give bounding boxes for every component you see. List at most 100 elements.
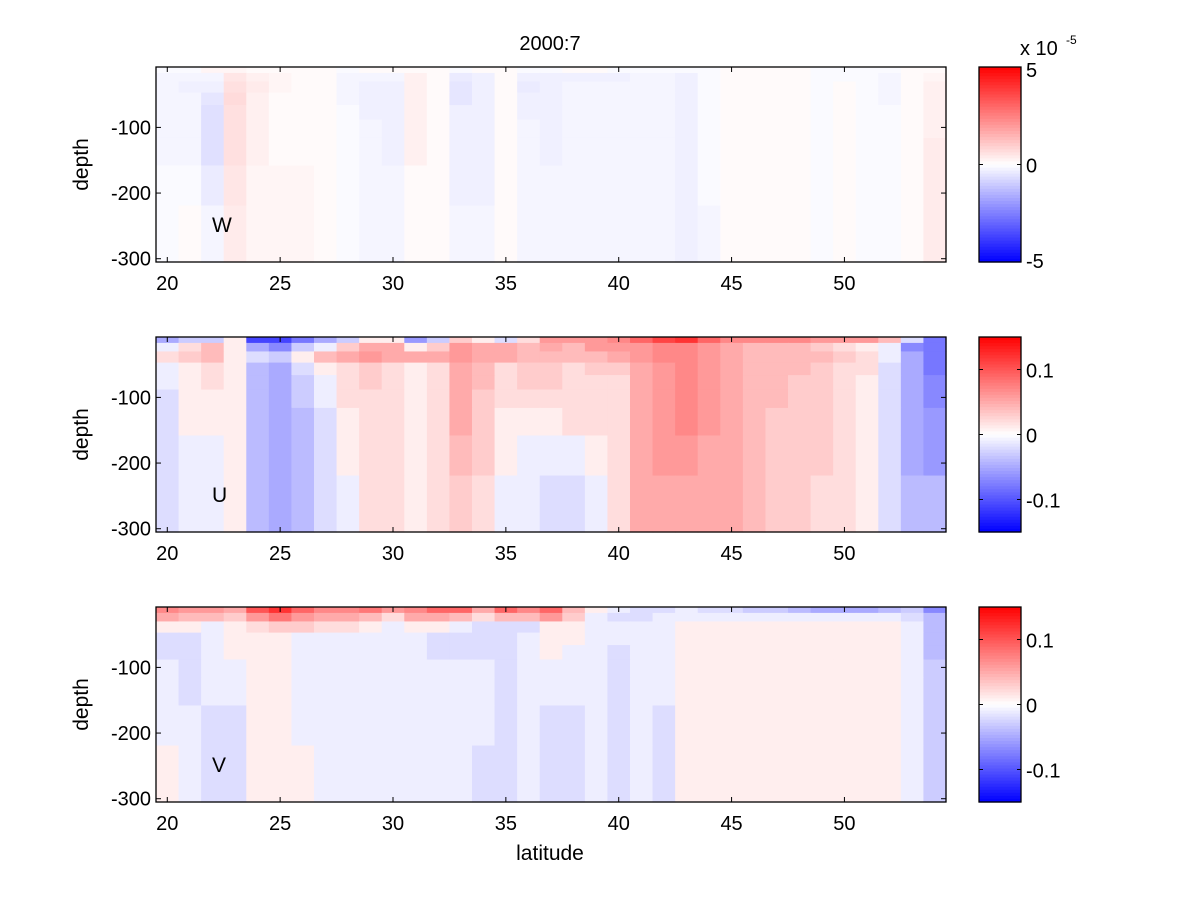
heatmap-cell	[314, 612, 338, 623]
heatmap-cell	[156, 612, 180, 623]
heatmap-cell	[359, 705, 383, 747]
colorbar-swatch	[979, 680, 1021, 684]
heatmap-cell	[923, 342, 947, 353]
heatmap-cell	[201, 67, 225, 74]
heatmap-cell	[517, 165, 541, 207]
heatmap-cell	[472, 621, 496, 634]
heatmap-cell	[291, 407, 315, 437]
colorbar-swatch	[979, 146, 1021, 150]
heatmap-cell	[517, 119, 541, 139]
colorbar-swatch	[979, 452, 1021, 457]
heatmap-cell	[562, 337, 586, 344]
heatmap-cell	[336, 435, 360, 477]
heatmap-cell	[359, 119, 383, 139]
heatmap-cell	[765, 659, 789, 679]
heatmap-cell	[404, 92, 428, 106]
heatmap-cell	[494, 137, 518, 167]
heatmap-cell	[178, 92, 202, 106]
heatmap-cell	[788, 475, 812, 533]
heatmap-cell	[742, 205, 767, 263]
colorbar-swatch	[979, 771, 1021, 776]
heatmap-cell	[742, 677, 767, 707]
heatmap-cell	[923, 72, 947, 83]
heatmap-cell	[810, 607, 834, 614]
x-tick-label: 35	[495, 813, 517, 835]
heatmap-cell	[652, 632, 676, 646]
heatmap-cell	[449, 645, 473, 661]
colorbar-swatch	[979, 140, 1021, 144]
heatmap-cell	[855, 362, 879, 376]
heatmap-cell	[810, 621, 834, 634]
colorbar-swatch	[979, 513, 1021, 518]
heatmap-cell	[314, 645, 338, 661]
colorbar-swatch	[979, 419, 1021, 423]
heatmap-cell	[223, 745, 247, 803]
heatmap-cell	[472, 435, 496, 477]
heatmap-cell	[607, 137, 631, 167]
heatmap-cell	[878, 351, 902, 364]
heatmap-cell	[630, 745, 654, 803]
colorbar-tick-label: 0.1	[1026, 631, 1054, 653]
y-tick-label: -300	[111, 519, 151, 541]
heatmap-cell	[201, 607, 225, 614]
heatmap-cell	[584, 407, 609, 437]
x-tick-label: 45	[720, 813, 742, 835]
x-tick-label: 50	[833, 273, 855, 295]
heatmap-cell	[359, 81, 383, 94]
heatmap-cell	[652, 92, 676, 106]
heatmap-cell	[765, 105, 789, 121]
heatmap-cell	[539, 435, 563, 477]
heatmap-cell	[404, 81, 428, 94]
heatmap-cell	[381, 72, 405, 83]
heatmap-cell	[833, 81, 857, 94]
heatmap-cell	[562, 475, 586, 533]
heatmap-cell	[697, 362, 721, 376]
heatmap-cell	[449, 607, 473, 614]
heatmap-cell	[765, 375, 789, 391]
heatmap-cell	[426, 407, 451, 437]
colorbar-swatch	[979, 471, 1021, 475]
heatmap-cell	[223, 72, 247, 83]
heatmap-cell	[517, 705, 541, 747]
colorbar-swatch	[979, 118, 1021, 123]
heatmap-cell	[675, 375, 699, 391]
heatmap-cell	[720, 205, 744, 263]
heatmap-cell	[923, 337, 947, 344]
heatmap-cell	[788, 389, 812, 409]
heatmap-cell	[246, 119, 270, 139]
heatmap-cell	[607, 72, 631, 83]
colorbar-swatch	[979, 738, 1021, 742]
heatmap-cell	[788, 621, 812, 634]
heatmap-cell	[426, 105, 451, 121]
heatmap-cell	[765, 81, 789, 94]
heatmap-cell	[449, 72, 473, 83]
heatmap-cell	[404, 137, 428, 167]
heatmap-cell	[314, 105, 338, 121]
heatmap-cell	[855, 137, 879, 167]
colorbar-swatch	[979, 79, 1021, 83]
heatmap-cell	[426, 92, 451, 106]
heatmap-cell	[223, 105, 247, 121]
heatmap-cell	[178, 632, 202, 646]
heatmap-cell	[765, 137, 789, 167]
heatmap-cell	[426, 621, 451, 634]
x-tick-label: 35	[495, 273, 517, 295]
colorbar-swatch	[979, 468, 1021, 472]
heatmap-cell	[855, 632, 879, 646]
colorbar-swatch	[979, 734, 1021, 739]
heatmap-cell	[178, 165, 202, 207]
y-ticks-u: -100 -200 -300	[111, 387, 946, 541]
colorbar-swatch	[979, 155, 1021, 160]
heatmap-cell	[404, 645, 428, 661]
heatmap-cell	[788, 632, 812, 646]
heatmap-cell	[720, 137, 744, 167]
heatmap-cell	[359, 67, 383, 74]
heatmap-cell	[336, 351, 360, 364]
heatmap-cell	[539, 475, 563, 533]
colorbar-swatch	[979, 149, 1021, 153]
heatmap-cell	[675, 119, 699, 139]
heatmap-cell	[855, 435, 879, 477]
heatmap-cell	[201, 81, 225, 94]
heatmap-cell	[336, 612, 360, 623]
heatmap-cell	[675, 351, 699, 364]
